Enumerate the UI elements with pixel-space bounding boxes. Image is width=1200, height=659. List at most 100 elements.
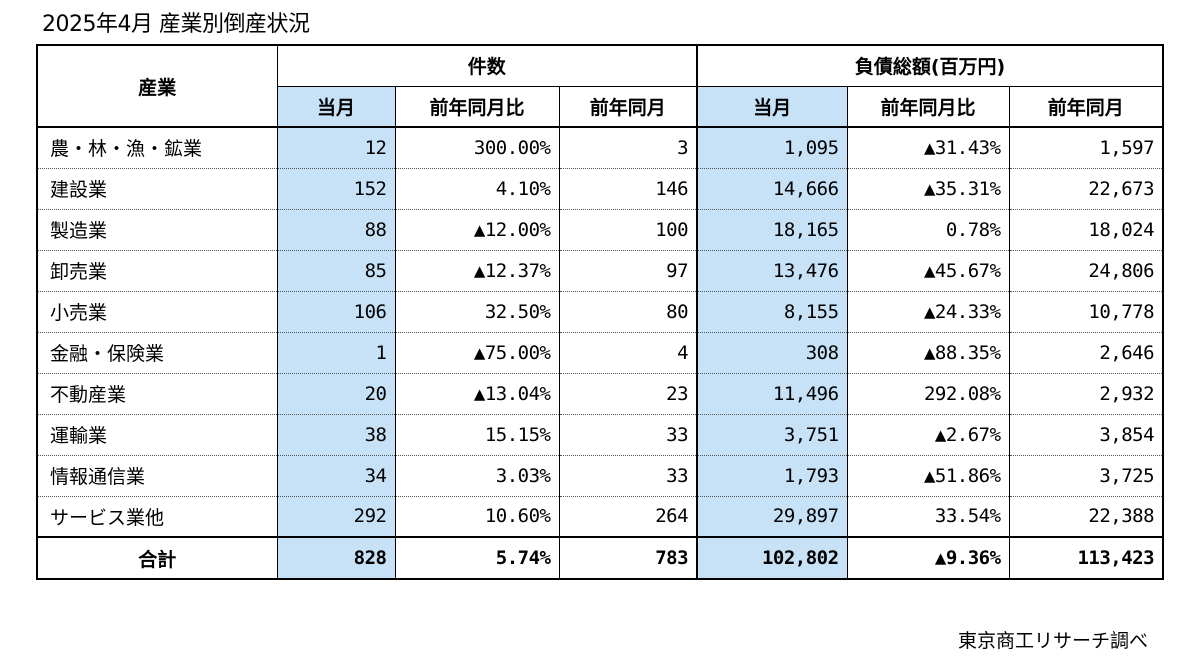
table-cell: 24,806	[1008, 250, 1164, 292]
industry-label: 小売業	[37, 291, 277, 333]
total-label: 合計	[37, 536, 277, 579]
table-cell: 33	[558, 455, 698, 497]
table-row: 卸売業 85 ▲12.37% 97 13,476 ▲45.67% 24,806	[37, 250, 1164, 292]
total-row: 合計 828 5.74% 783 102,802 ▲9.36% 113,423	[37, 536, 1164, 579]
table-row: 運輸業 38 15.15% 33 3,751 ▲2.67% 3,854	[37, 414, 1164, 456]
table-cell: 152	[276, 168, 395, 210]
table-cell: 292	[276, 496, 395, 537]
debt-yoy-header: 前年同月比	[846, 86, 1010, 128]
table-cell: 33.54%	[846, 496, 1010, 537]
debt-current-header: 当月	[696, 86, 848, 128]
industry-label: 建設業	[37, 168, 277, 210]
table-cell: ▲2.67%	[846, 414, 1010, 456]
table-cell: ▲13.04%	[394, 373, 559, 415]
table-cell: ▲75.00%	[394, 332, 559, 374]
table-cell: 32.50%	[394, 291, 559, 333]
debt-group-header: 負債総額(百万円)	[696, 45, 1164, 87]
industry-label: 農・林・漁・鉱業	[37, 127, 277, 169]
table-row: 情報通信業 34 3.03% 33 1,793 ▲51.86% 3,725	[37, 455, 1164, 497]
table-cell: 3,854	[1008, 414, 1164, 456]
table-cell: 4	[558, 332, 698, 374]
table-row: 金融・保険業 1 ▲75.00% 4 308 ▲88.35% 2,646	[37, 332, 1164, 374]
table-cell: 20	[276, 373, 395, 415]
industry-label: 運輸業	[37, 414, 277, 456]
table-row: 小売業 106 32.50% 80 8,155 ▲24.33% 10,778	[37, 291, 1164, 333]
table-cell: 106	[276, 291, 395, 333]
count-yoy-header: 前年同月比	[394, 86, 559, 128]
table-row: 建設業 152 4.10% 146 14,666 ▲35.31% 22,673	[37, 168, 1164, 210]
total-cell: 5.74%	[394, 536, 559, 579]
table-cell: 3,725	[1008, 455, 1164, 497]
table-cell: 18,024	[1008, 209, 1164, 251]
table-cell: ▲12.00%	[394, 209, 559, 251]
table-cell: 264	[558, 496, 698, 537]
industry-bankruptcy-table: 産業 件数 負債総額(百万円) 当月 前年同月比 前年同月 当月 前年同月比 前…	[36, 44, 1165, 580]
table-cell: 1	[276, 332, 395, 374]
table-cell: 22,388	[1008, 496, 1164, 537]
table-cell: 3,751	[696, 414, 848, 456]
table-cell: ▲45.67%	[846, 250, 1010, 292]
table-cell: 29,897	[696, 496, 848, 537]
table-cell: 38	[276, 414, 395, 456]
total-cell: ▲9.36%	[846, 536, 1010, 579]
table-cell: ▲51.86%	[846, 455, 1010, 497]
source-note: 東京商工リサーチ調べ	[957, 630, 1148, 652]
table-cell: 4.10%	[394, 168, 559, 210]
count-group-header: 件数	[276, 45, 698, 87]
table-cell: 80	[558, 291, 698, 333]
table-row: 不動産業 20 ▲13.04% 23 11,496 292.08% 2,932	[37, 373, 1164, 415]
table-cell: ▲24.33%	[846, 291, 1010, 333]
table-row: サービス業他 292 10.60% 264 29,897 33.54% 22,388	[37, 496, 1164, 537]
table-cell: ▲31.43%	[846, 127, 1010, 169]
table-cell: 2,932	[1008, 373, 1164, 415]
table-cell: 308	[696, 332, 848, 374]
table-cell: ▲88.35%	[846, 332, 1010, 374]
total-cell: 113,423	[1008, 536, 1164, 579]
table-cell: 12	[276, 127, 395, 169]
count-current-header: 当月	[276, 86, 395, 128]
table-cell: 0.78%	[846, 209, 1010, 251]
total-cell: 783	[558, 536, 698, 579]
industry-label: 卸売業	[37, 250, 277, 292]
count-prev-header: 前年同月	[558, 86, 698, 128]
table-cell: 3.03%	[394, 455, 559, 497]
table-cell: 2,646	[1008, 332, 1164, 374]
page-title: 2025年4月 産業別倒産状況	[42, 12, 310, 37]
table-cell: 1,793	[696, 455, 848, 497]
table-cell: 10,778	[1008, 291, 1164, 333]
industry-header: 産業	[37, 45, 277, 128]
table-cell: 13,476	[696, 250, 848, 292]
industry-label: 不動産業	[37, 373, 277, 415]
table-cell: 8,155	[696, 291, 848, 333]
table-cell: 23	[558, 373, 698, 415]
debt-prev-header: 前年同月	[1008, 86, 1164, 128]
table-row: 農・林・漁・鉱業 12 300.00% 3 1,095 ▲31.43% 1,597	[37, 127, 1164, 169]
table-cell: 300.00%	[394, 127, 559, 169]
table-cell: 3	[558, 127, 698, 169]
table-cell: 88	[276, 209, 395, 251]
industry-label: 金融・保険業	[37, 332, 277, 374]
table-cell: 14,666	[696, 168, 848, 210]
total-cell: 828	[276, 536, 395, 579]
total-cell: 102,802	[696, 536, 848, 579]
industry-label: 製造業	[37, 209, 277, 251]
table-cell: 11,496	[696, 373, 848, 415]
table-cell: ▲12.37%	[394, 250, 559, 292]
table-cell: 10.60%	[394, 496, 559, 537]
table-cell: 15.15%	[394, 414, 559, 456]
table-cell: 22,673	[1008, 168, 1164, 210]
table-cell: 97	[558, 250, 698, 292]
table-cell: ▲35.31%	[846, 168, 1010, 210]
table-cell: 33	[558, 414, 698, 456]
table-cell: 100	[558, 209, 698, 251]
table-cell: 1,597	[1008, 127, 1164, 169]
industry-label: サービス業他	[50, 506, 165, 529]
table-row: 製造業 88 ▲12.00% 100 18,165 0.78% 18,024	[37, 209, 1164, 251]
table-cell: 146	[558, 168, 698, 210]
table-cell: 1,095	[696, 127, 848, 169]
table-cell: 18,165	[696, 209, 848, 251]
table-cell: 34	[276, 455, 395, 497]
table-cell: 292.08%	[846, 373, 1010, 415]
industry-label: 情報通信業	[37, 455, 277, 497]
table-cell: 85	[276, 250, 395, 292]
